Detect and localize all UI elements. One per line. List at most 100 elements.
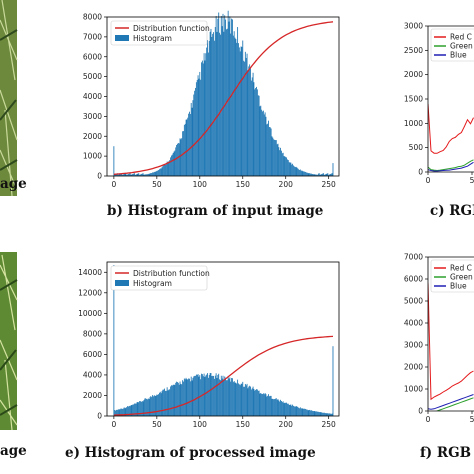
histogram-bar <box>231 18 233 176</box>
input-image-photo <box>0 0 18 197</box>
histogram-bar <box>116 409 117 416</box>
histogram-bar <box>309 409 311 416</box>
histogram-bar <box>328 413 330 416</box>
histogram-bar <box>177 142 179 176</box>
histogram-bar <box>280 147 281 176</box>
histogram-bar <box>154 396 156 416</box>
histogram-bar <box>114 174 116 176</box>
histogram-bar <box>242 40 244 177</box>
histogram-bar <box>114 410 116 416</box>
histogram-bar <box>272 398 274 416</box>
histogram-bar <box>184 379 186 416</box>
histogram-bar <box>244 51 246 176</box>
histogram-bar <box>194 375 196 416</box>
histogram-bar <box>300 170 302 176</box>
histogram-bar <box>274 140 276 176</box>
histogram-bar <box>165 390 166 416</box>
histogram-bar <box>285 402 287 416</box>
histogram-bar <box>152 172 154 176</box>
histogram-bar <box>179 138 181 176</box>
histogram-bar <box>150 173 152 176</box>
legend-label: Blue <box>450 282 467 291</box>
histogram-bar <box>219 34 221 177</box>
histogram-bar <box>293 405 294 416</box>
histogram-bar <box>207 40 208 177</box>
histogram-bar <box>314 411 316 416</box>
histogram-bar <box>254 390 256 416</box>
histogram-bar <box>128 405 130 416</box>
x-tick-label: 150 <box>236 180 251 189</box>
histogram-bar <box>217 18 219 177</box>
histogram-bar <box>189 381 191 416</box>
histogram-bar <box>118 174 120 176</box>
histogram-bar <box>304 408 306 416</box>
histogram-bar <box>276 144 278 176</box>
histogram-bar <box>250 389 252 416</box>
histogram-bar <box>286 402 288 416</box>
histogram-bar <box>225 377 227 416</box>
histogram-bar <box>310 173 312 176</box>
histogram-bar <box>210 373 212 416</box>
histogram-bar <box>284 156 286 176</box>
histogram-bar <box>230 381 232 416</box>
histogram-bar <box>219 380 221 416</box>
y-tick-label: 1000 <box>83 152 102 161</box>
histogram-bar <box>216 377 218 416</box>
histogram-bar <box>200 379 202 416</box>
histogram-bar <box>146 398 147 416</box>
histogram-bar <box>308 173 310 176</box>
histogram-bar <box>130 174 132 176</box>
histogram-bar <box>265 394 267 416</box>
histogram-bar <box>268 127 270 176</box>
histogram-bar <box>174 150 176 176</box>
histogram-bar <box>236 42 238 176</box>
legend-label: Green <box>450 273 473 282</box>
histogram-bar <box>283 403 285 416</box>
histogram-bar <box>322 173 324 176</box>
histogram-bar <box>165 390 167 416</box>
x-tick-label: 200 <box>279 180 294 189</box>
histogram-bar <box>223 31 225 176</box>
histogram-bar <box>331 413 333 416</box>
histogram-bar <box>264 393 266 416</box>
histogram-bar <box>193 94 195 176</box>
y-tick-label: 2000 <box>83 391 102 400</box>
histogram-bar <box>207 373 208 416</box>
histogram-bar <box>271 398 273 416</box>
histogram-bar <box>176 144 178 176</box>
histogram-bar <box>168 389 170 416</box>
histogram-bar <box>173 384 175 416</box>
histogram-bar <box>241 383 243 416</box>
histogram-bar <box>317 174 318 176</box>
y-tick-label: 6000 <box>404 275 423 284</box>
histogram-bar <box>135 174 137 176</box>
histogram-bar <box>126 407 128 416</box>
y-tick-label: 8000 <box>83 13 102 22</box>
histogram-bar <box>219 379 220 416</box>
y-tick-label: 4000 <box>83 370 102 379</box>
histogram-bar <box>301 408 303 416</box>
x-tick-label: 100 <box>193 420 208 429</box>
histogram-bar <box>303 408 305 416</box>
histogram-bar <box>222 375 224 416</box>
histogram-bar <box>253 82 255 176</box>
x-tick-label: 0 <box>426 415 431 424</box>
histogram-bar <box>243 386 245 416</box>
histogram-bar <box>166 387 168 416</box>
histogram-bar <box>305 408 306 416</box>
histogram-bar <box>120 173 122 176</box>
histogram-bar <box>233 31 235 176</box>
histogram-bar <box>186 379 188 416</box>
histogram-bar <box>180 139 182 176</box>
histogram-bar <box>222 13 224 176</box>
x-tick-label: 5 <box>470 415 474 424</box>
histogram-bar <box>267 395 269 416</box>
histogram-bar <box>230 33 232 176</box>
histogram-bar <box>246 53 248 177</box>
legend-box <box>110 20 208 46</box>
histogram-bar <box>262 111 263 176</box>
histogram-bar <box>161 167 163 176</box>
histogram-bar <box>325 174 327 176</box>
histogram-bar <box>213 378 215 416</box>
